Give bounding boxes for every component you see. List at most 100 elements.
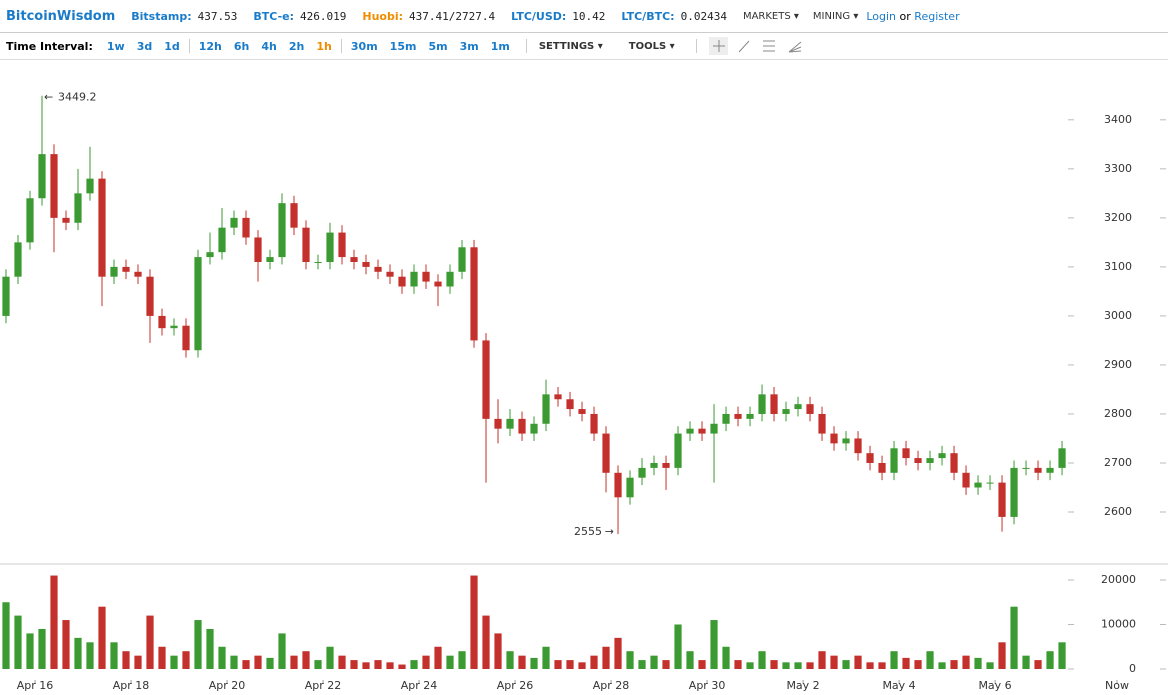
candle-body [362,261,370,267]
volume-bar [134,655,142,669]
interval-button[interactable]: 3d [136,39,153,53]
candle-body [662,462,670,468]
volume-bar [302,651,310,669]
tool-icons[interactable] [708,36,809,56]
volume-bar [230,655,238,669]
interval-button[interactable]: 3m [459,39,479,53]
interval-button[interactable]: 1w [106,39,125,53]
volume-bar [1034,660,1042,669]
candle-body [698,428,706,434]
interval-button[interactable]: 1m [490,39,510,53]
volume-bar [386,662,394,669]
volume-bar [950,660,958,669]
menu-label[interactable]: MARKETS [742,10,791,22]
ticker-label[interactable]: Bitstamp: [131,9,192,23]
candle-body [134,271,142,277]
candle-body [734,413,742,419]
volume-bar [890,651,898,669]
ticker-label[interactable]: Huobi: [362,9,404,23]
volume-bar [194,620,202,669]
volume-bar [170,655,178,669]
volume-bar [62,620,70,669]
volume-bar [1022,655,1030,669]
volume-bar [878,662,886,669]
ticker-value: 0.02434 [680,9,727,23]
x-tick-label: Apr 16 [17,679,54,692]
volume-bar [674,624,682,669]
volume-bar [842,660,850,669]
volume-bar [902,657,910,669]
interval-button[interactable]: 6h [233,39,250,53]
volume-bar [638,660,646,669]
candle-body [626,477,634,498]
volume-bar [914,660,922,669]
interval-button[interactable]: 12h [198,39,222,53]
volume-bar [506,651,514,669]
candle-body [254,237,262,262]
separator [525,39,527,53]
candle-body [1034,467,1042,473]
candle-body [686,428,694,434]
menu-label[interactable]: SETTINGS [538,40,595,52]
volume-bar [374,660,382,669]
volume-bar [2,602,10,669]
volume-bar [590,655,598,669]
interval-button[interactable]: 5m [428,39,448,53]
candle-body [974,482,982,488]
menu-label[interactable]: MINING [812,10,851,22]
volume-bar [986,662,994,669]
x-tick-label: Apr 30 [689,679,726,692]
interval-button[interactable]: 2h [288,39,305,53]
candle-body [794,404,802,410]
ticker-label[interactable]: LTC/USD: [511,9,567,23]
settings-menu[interactable]: SETTINGS ▾ [538,40,603,52]
interval-button[interactable]: 1h [316,39,332,53]
register-link[interactable]: Register [914,9,960,23]
line-tool[interactable] [738,40,750,53]
candle-body [422,271,430,282]
volume-bar [566,660,574,669]
candle-body [86,178,94,194]
markets-menu[interactable]: MARKETS ▾ [742,10,799,22]
interval-button[interactable]: 15m [389,39,417,53]
volume-bar [182,651,190,669]
volume-bar [734,660,742,669]
candle-body [758,394,766,414]
y2-tick-label: 10000 [1101,618,1136,631]
volume-bar [554,660,562,669]
candle-body [866,453,874,463]
logo[interactable]: BitcoinWisdom [6,8,116,24]
fan-tool[interactable] [788,41,801,53]
candle-body [230,217,238,228]
tools-menu[interactable]: TOOLS ▾ [628,40,675,52]
ticker-value: 437.53 [197,9,238,23]
y-tick-label: 3000 [1104,309,1132,322]
mining-menu[interactable]: MINING ▾ [812,10,859,22]
candle-body [530,423,538,434]
interval-button[interactable]: 30m [350,39,378,53]
candle-body [890,448,898,473]
volume-bar [1058,642,1066,669]
menu-label[interactable]: TOOLS [628,40,667,52]
volume-bar [614,637,622,669]
candle-body [746,413,754,419]
y2-tick-label: 20000 [1101,573,1136,586]
ticker-label[interactable]: LTC/BTC: [621,9,675,23]
candle-body [650,462,658,468]
candle-body [170,325,178,329]
candle-body [290,203,298,228]
login-link[interactable]: Login [866,9,897,23]
interval-button[interactable]: 4h [261,39,277,53]
candle-body [1046,467,1054,473]
volume-bar [266,657,274,669]
ticker-label[interactable]: BTC-e: [253,9,295,23]
y-tick-label: 2900 [1104,358,1132,371]
candle-body [1058,448,1066,468]
volume-bar [710,620,718,669]
cross-icon [712,40,725,52]
interval-button[interactable]: 1d [164,39,180,53]
candle-body [242,217,250,238]
candle-body [914,458,922,463]
hline-tool[interactable] [762,40,775,52]
